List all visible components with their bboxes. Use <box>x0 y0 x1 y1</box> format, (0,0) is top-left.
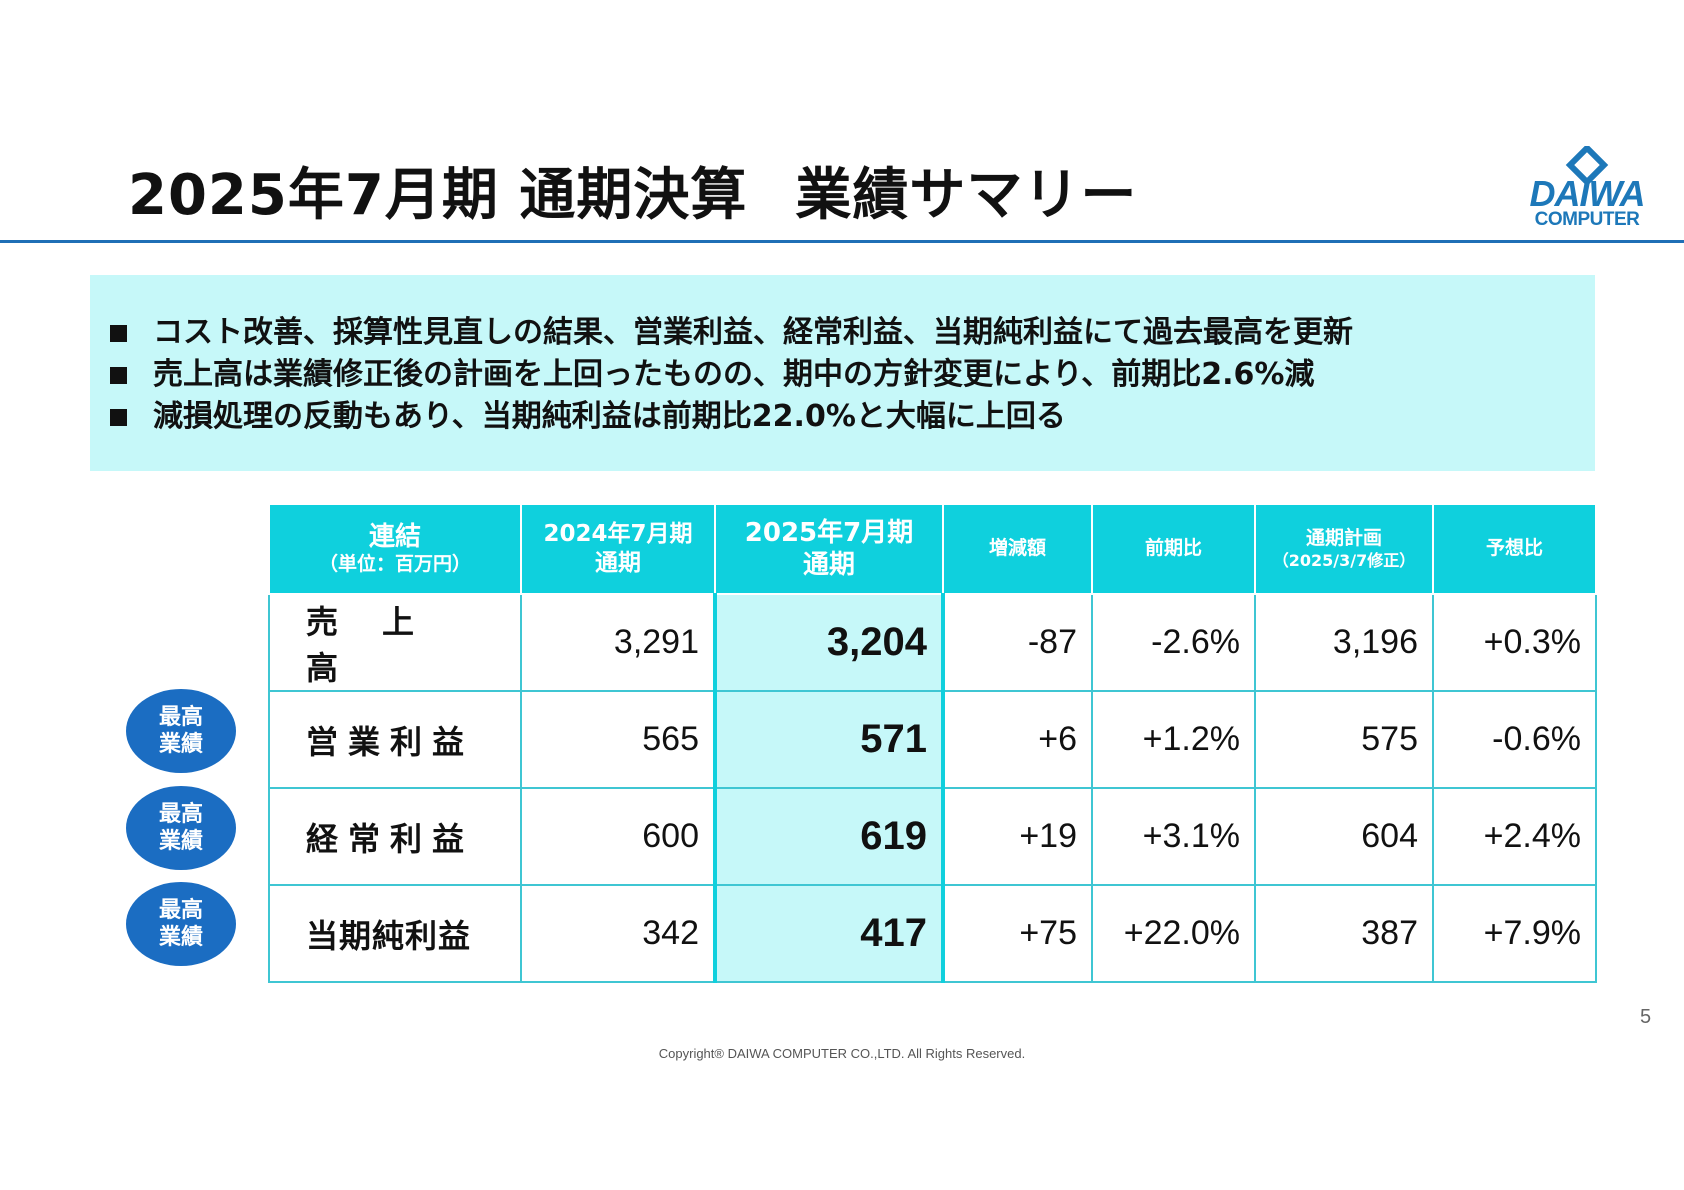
summary-item-text: 減損処理の反動もあり、当期純利益は前期比22.0%と大幅に上回る <box>153 399 1066 434</box>
logo-sub: COMPUTER <box>1534 209 1640 230</box>
row-label: 営業利益 <box>268 690 522 789</box>
title-divider <box>0 240 1684 243</box>
summary-list: コスト改善、採算性見直しの結果、営業利益、経常利益、当期純利益にて過去最高を更新… <box>108 312 1353 438</box>
cell-plan: 604 <box>1254 787 1434 886</box>
table-row: 営業利益 565 571 +6 +1.2% 575 -0.6% <box>268 690 1597 789</box>
table-header-row: 連結 （単位：百万円） 2024年7月期 通期 2025年7月期 通期 増減額 … <box>268 503 1597 595</box>
table-row: 当期純利益 342 417 +75 +22.0% 387 +7.9% <box>268 884 1597 983</box>
page-title: 2025年7月期 通期決算 業績サマリー <box>128 150 1137 231</box>
square-bullet-icon <box>110 409 127 426</box>
cell-current: 571 <box>713 690 945 789</box>
cell-diff: +19 <box>942 787 1093 886</box>
cell-ratio: +1.2% <box>1091 690 1256 789</box>
page-title-main: 2025年7月期 通期決算 <box>128 163 748 228</box>
cell-current: 3,204 <box>713 593 945 692</box>
logo-diamond-icon <box>1565 146 1609 187</box>
cell-plan: 387 <box>1254 884 1434 983</box>
record-high-badge: 最高 業績 <box>126 689 236 773</box>
col-header-change: 増減額 <box>942 503 1093 595</box>
col-header-vs-plan: 予想比 <box>1432 503 1597 595</box>
square-bullet-icon <box>110 367 127 384</box>
cell-prev: 3,291 <box>520 593 716 692</box>
row-label: 売上高 <box>268 593 522 692</box>
col-header-yoy: 前期比 <box>1091 503 1256 595</box>
cell-diff: +6 <box>942 690 1093 789</box>
cell-vs-plan: +7.9% <box>1432 884 1597 983</box>
results-table: 連結 （単位：百万円） 2024年7月期 通期 2025年7月期 通期 増減額 … <box>268 503 1597 983</box>
cell-ratio: -2.6% <box>1091 593 1256 692</box>
cell-vs-plan: +2.4% <box>1432 787 1597 886</box>
cell-ratio: +3.1% <box>1091 787 1256 886</box>
record-high-badge: 最高 業績 <box>126 786 236 870</box>
cell-plan: 575 <box>1254 690 1434 789</box>
summary-item-text: 売上高は業績修正後の計画を上回ったものの、期中の方針変更により、前期比2.6%減 <box>153 357 1315 392</box>
summary-item: コスト改善、採算性見直しの結果、営業利益、経常利益、当期純利益にて過去最高を更新 <box>108 312 1353 354</box>
col-header-plan: 通期計画 （2025/3/7修正） <box>1254 503 1434 595</box>
cell-current: 417 <box>713 884 945 983</box>
cell-vs-plan: -0.6% <box>1432 690 1597 789</box>
col-header-consolidated: 連結 （単位：百万円） <box>268 503 522 595</box>
cell-prev: 565 <box>520 690 716 789</box>
col-header-fy2025: 2025年7月期 通期 <box>714 503 944 595</box>
copyright-notice: Copyright® DAIWA COMPUTER CO.,LTD. All R… <box>658 1046 1026 1061</box>
table-row: 売上高 3,291 3,204 -87 -2.6% 3,196 +0.3% <box>268 593 1597 692</box>
cell-plan: 3,196 <box>1254 593 1434 692</box>
summary-item: 減損処理の反動もあり、当期純利益は前期比22.0%と大幅に上回る <box>108 396 1353 438</box>
summary-item: 売上高は業績修正後の計画を上回ったものの、期中の方針変更により、前期比2.6%減 <box>108 354 1353 396</box>
cell-vs-plan: +0.3% <box>1432 593 1597 692</box>
cell-diff: -87 <box>942 593 1093 692</box>
page-number: 5 <box>1640 1006 1652 1028</box>
summary-item-text: コスト改善、採算性見直しの結果、営業利益、経常利益、当期純利益にて過去最高を更新 <box>153 315 1353 350</box>
cell-ratio: +22.0% <box>1091 884 1256 983</box>
table-row: 経常利益 600 619 +19 +3.1% 604 +2.4% <box>268 787 1597 886</box>
company-logo: DAIWA COMPUTER <box>1522 146 1652 230</box>
square-bullet-icon <box>110 325 127 342</box>
summary-box: コスト改善、採算性見直しの結果、営業利益、経常利益、当期純利益にて過去最高を更新… <box>90 275 1595 471</box>
cell-diff: +75 <box>942 884 1093 983</box>
cell-prev: 342 <box>520 884 716 983</box>
logo-word: DAIWA <box>1529 173 1646 214</box>
cell-current: 619 <box>713 787 945 886</box>
row-label: 当期純利益 <box>268 884 522 983</box>
cell-prev: 600 <box>520 787 716 886</box>
col-header-fy2024: 2024年7月期 通期 <box>520 503 716 595</box>
row-label: 経常利益 <box>268 787 522 886</box>
page-title-sub: 業績サマリー <box>795 163 1138 228</box>
record-high-badge: 最高 業績 <box>126 882 236 966</box>
